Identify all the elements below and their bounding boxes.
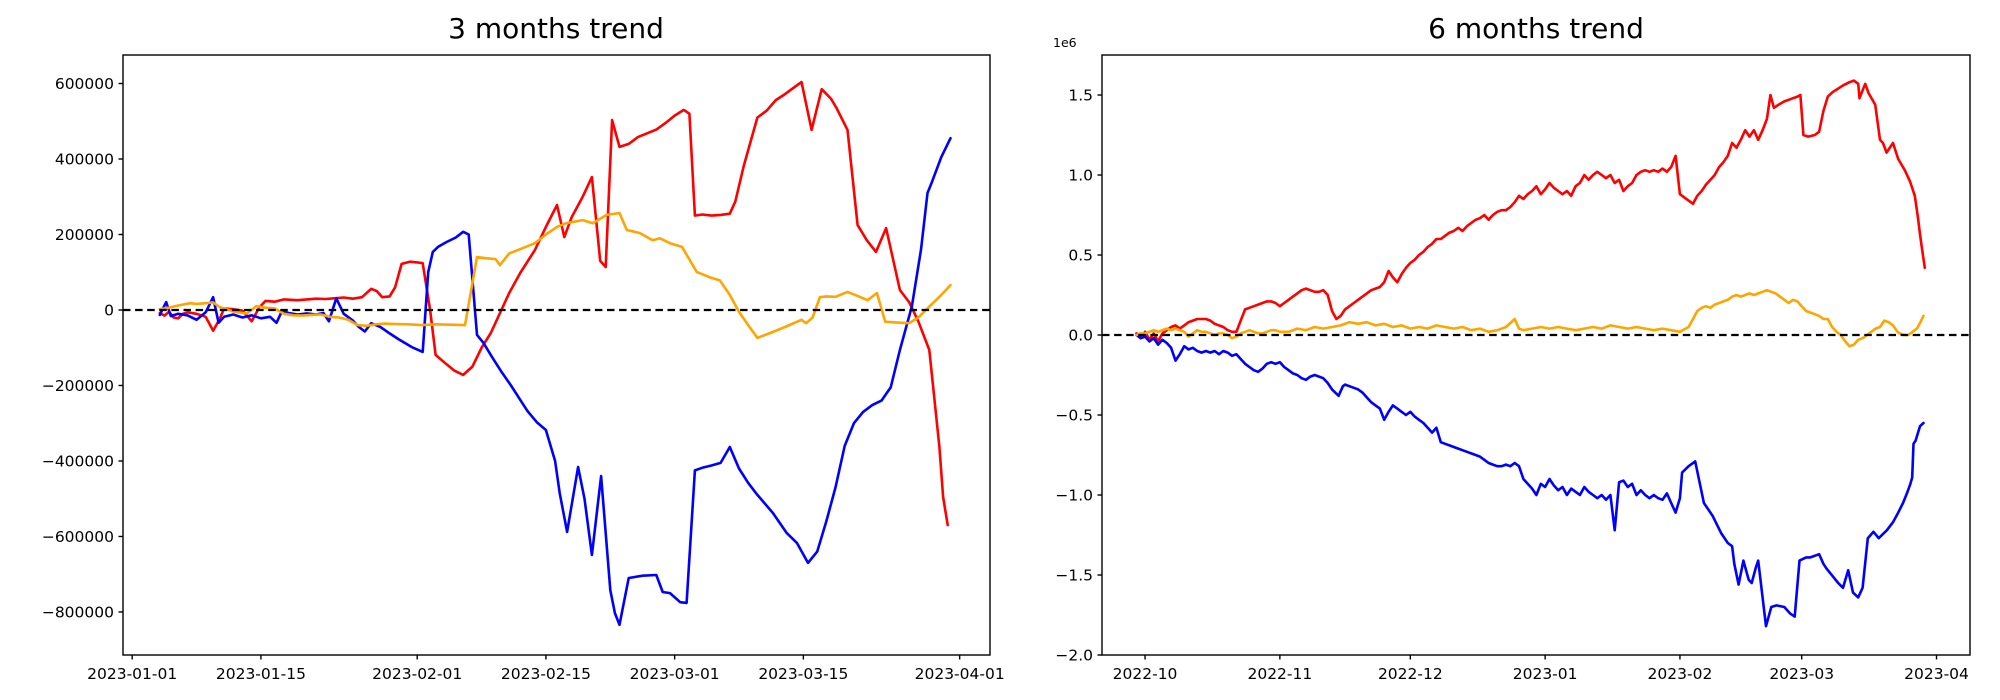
x-tick-label: 2023-03 <box>1769 665 1834 683</box>
series-line-orange <box>158 211 952 340</box>
x-tick-label: 2023-01-15 <box>216 665 306 683</box>
y-tick-label: 0.5 <box>1068 247 1093 265</box>
y-tick-label: −400000 <box>42 452 114 470</box>
plot-border <box>122 54 991 656</box>
y-tick-label: −1.5 <box>1055 567 1093 585</box>
y-tick-label: 1.0 <box>1068 167 1093 185</box>
y-tick-label: 1.5 <box>1068 87 1093 105</box>
series-line-orange <box>1135 288 1925 348</box>
series-line-blue <box>1135 333 1925 628</box>
chart-six-month-trend: 6 months trend 1e6 1.5 1.0 0.5 0.0 −0.5 −1.0 −… <box>1053 12 1971 683</box>
x-tick-label: 2023-02-15 <box>501 665 591 683</box>
chart-title: 6 months trend <box>1428 12 1644 45</box>
x-tick-label: 2023-04-01 <box>915 665 1005 683</box>
series-line-red <box>1135 79 1927 343</box>
x-tick-label: 2023-04 <box>1904 665 1969 683</box>
y-tick-label: −600000 <box>42 528 114 546</box>
y-tick-label: −800000 <box>42 603 114 621</box>
y-tick-label: 0 <box>104 301 114 319</box>
y-tick-label: 400000 <box>55 150 114 168</box>
x-tick-label: 2023-02 <box>1648 665 1713 683</box>
y-tick-label: −2.0 <box>1055 647 1093 665</box>
y-tick-label: 600000 <box>55 75 114 93</box>
series-line-blue <box>158 136 952 627</box>
y-tick-label: 0.0 <box>1068 327 1093 345</box>
y-tick-label: −1.0 <box>1055 487 1093 505</box>
x-tick-label: 2023-03-01 <box>630 665 720 683</box>
chart-three-month-trend: 3 months trend 600000 400000 200000 0 −20000… <box>42 12 1005 683</box>
x-tick-label: 2023-02-01 <box>372 665 462 683</box>
chart-title: 3 months trend <box>448 12 664 45</box>
x-tick-label: 2023-03-15 <box>758 665 848 683</box>
y-tick-label: −0.5 <box>1055 407 1093 425</box>
x-tick-label: 2022-11 <box>1247 665 1312 683</box>
plot-border <box>1101 54 1971 656</box>
x-tick-label: 2023-01 <box>1513 665 1578 683</box>
y-tick-label: −200000 <box>42 377 114 395</box>
x-tick-label: 2023-01-01 <box>87 665 177 683</box>
x-tick-label: 2022-12 <box>1378 665 1443 683</box>
y-axis-offset-label: 1e6 <box>1053 35 1077 50</box>
x-tick-label: 2022-10 <box>1113 665 1178 683</box>
y-tick-label: 200000 <box>55 226 114 244</box>
